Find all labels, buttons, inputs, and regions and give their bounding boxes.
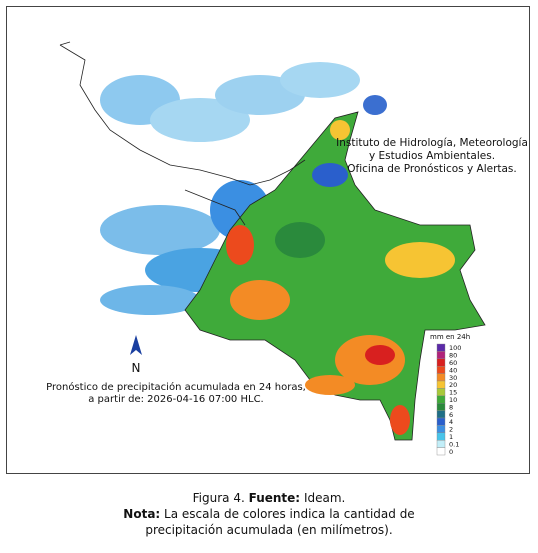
legend-swatch	[436, 358, 446, 367]
legend-label: 8	[449, 403, 453, 411]
rain-patch	[363, 95, 387, 115]
legend-swatch	[436, 447, 446, 456]
rain-zone	[230, 280, 290, 320]
source: Ideam.	[303, 491, 346, 505]
forecast-line: a partir de: 2026-04-16 07:00 HLC.	[88, 394, 263, 405]
rain-zone	[275, 222, 325, 258]
note-label: Nota:	[123, 507, 161, 521]
north-arrow	[130, 335, 142, 355]
legend-label: 2	[449, 426, 453, 434]
rain-patch	[280, 62, 360, 98]
legend-swatch	[436, 373, 446, 382]
institution-line: y Estudios Ambientales.	[369, 150, 495, 162]
rain-zone	[365, 345, 395, 365]
legend-swatch	[436, 432, 446, 441]
north-label: N	[132, 361, 141, 375]
legend-swatch	[436, 425, 446, 433]
legend-label: 20	[449, 381, 457, 389]
legend-label: 6	[449, 411, 453, 419]
legend-label: 4	[449, 418, 453, 426]
forecast-line: Pronóstico de precipitación acumulada en…	[46, 381, 306, 393]
rain-patch	[100, 205, 220, 255]
legend-label: 15	[449, 389, 457, 397]
coastline	[59, 41, 306, 226]
map: N Instituto de Hidrología, Meteorología …	[46, 41, 528, 456]
rain-patch	[150, 98, 250, 142]
legend-label: 30	[449, 374, 457, 382]
legend-swatch	[436, 366, 446, 374]
legend-label: 100	[449, 344, 461, 352]
rain-zone	[305, 375, 355, 395]
legend-title: mm en 24h	[430, 333, 470, 341]
institution-line: Oficina de Pronósticos y Alertas.	[347, 163, 517, 175]
legend-swatch	[436, 395, 446, 404]
figure-frame: N Instituto de Hidrología, Meteorología …	[6, 6, 530, 474]
rain-zone	[390, 405, 410, 435]
legend-swatch	[436, 343, 446, 352]
caption-line: Figura 4. Fuente: Ideam.	[0, 490, 538, 506]
legend-label: 10	[449, 396, 457, 404]
legend-swatch	[436, 410, 446, 419]
caption-line: precipitación acumulada (en milímetros).	[0, 522, 538, 538]
rain-zones	[226, 120, 455, 435]
rain-patch	[100, 285, 200, 315]
source-label: Fuente:	[248, 491, 301, 505]
note-text: precipitación acumulada (en milímetros).	[145, 523, 393, 537]
legend-swatch	[436, 351, 446, 359]
legend-label: 1	[449, 433, 453, 441]
legend-label: 0.1	[449, 440, 459, 448]
caption-line: Nota: La escala de colores indica la can…	[0, 506, 538, 522]
rain-zone	[385, 242, 455, 278]
legend-swatch	[436, 417, 446, 426]
note-text: La escala de colores indica la cantidad …	[164, 507, 415, 521]
legend-swatch	[436, 388, 446, 396]
legend-swatch	[436, 380, 446, 389]
ocean-rain	[100, 62, 387, 315]
country-field	[184, 111, 486, 441]
institution-line: Instituto de Hidrología, Meteorología	[336, 137, 528, 149]
figure-number: Figura 4.	[192, 491, 245, 505]
rain-zone	[226, 225, 254, 265]
legend-label: 0	[449, 448, 453, 456]
caption: Figura 4. Fuente: Ideam. Nota: La escala…	[0, 490, 538, 538]
legend-swatch	[436, 440, 446, 448]
legend-label: 40	[449, 366, 457, 374]
rain-zone	[330, 120, 350, 140]
rain-zone	[312, 163, 348, 187]
legend-swatch	[436, 403, 446, 411]
legend-label: 60	[449, 359, 457, 367]
legend-label: 80	[449, 352, 457, 360]
